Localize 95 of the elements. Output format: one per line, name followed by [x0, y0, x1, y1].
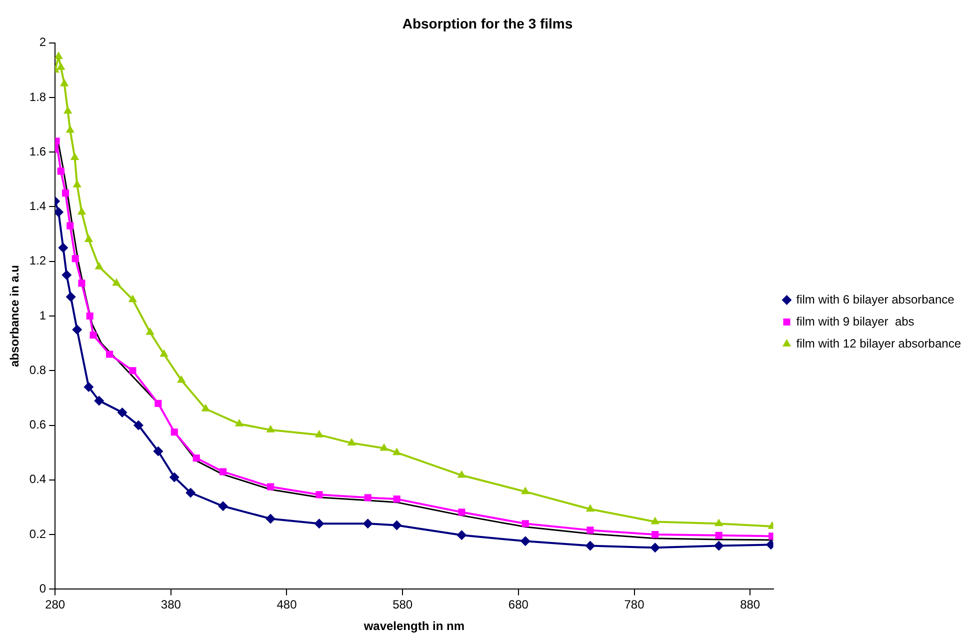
- point: [58, 242, 68, 253]
- point: [186, 488, 196, 498]
- point: [170, 428, 178, 436]
- point: [456, 530, 467, 540]
- point: [78, 280, 86, 287]
- y-tick-label: 0: [39, 582, 46, 596]
- point: [70, 152, 80, 160]
- point: [522, 520, 529, 528]
- point: [66, 292, 76, 302]
- y-tick-label: 0.2: [29, 526, 46, 541]
- point: [714, 518, 724, 526]
- point: [520, 536, 530, 546]
- y-tick-label: 1.6: [29, 144, 46, 158]
- point: [316, 491, 323, 498]
- y-axis-title: absorbance in a.u: [8, 264, 22, 368]
- point: [347, 438, 356, 446]
- point: [650, 542, 660, 553]
- legend-label: film with 9 bilayer abs: [796, 314, 914, 328]
- point: [392, 520, 402, 530]
- point: [266, 483, 274, 490]
- chart-title: Absorption for the 3 films: [402, 15, 573, 32]
- y-tick-label: 1.4: [29, 199, 46, 214]
- point: [66, 125, 74, 133]
- point: [63, 106, 72, 114]
- point: [362, 518, 373, 529]
- point: [314, 518, 324, 529]
- point: [55, 51, 63, 59]
- point: [66, 222, 74, 230]
- point: [393, 496, 400, 503]
- legend-label: film with 12 bilayer absorbance: [796, 336, 962, 350]
- point: [153, 446, 164, 456]
- point: [650, 516, 660, 524]
- point: [220, 468, 227, 476]
- y-tick-label: 1: [39, 308, 46, 322]
- legend-label: film with 6 bilayer absorbance: [796, 292, 955, 306]
- point: [84, 234, 94, 242]
- point: [521, 486, 530, 494]
- point: [266, 424, 275, 432]
- point: [715, 532, 722, 539]
- point: [160, 349, 168, 357]
- point: [364, 494, 372, 502]
- point: [458, 508, 466, 516]
- x-tick-label: 380: [160, 598, 182, 612]
- point: [392, 448, 402, 456]
- point: [218, 501, 228, 512]
- point: [714, 540, 724, 551]
- point: [128, 294, 138, 302]
- point: [84, 382, 94, 392]
- point: [585, 540, 596, 551]
- point: [72, 255, 79, 262]
- point: [72, 324, 82, 335]
- point: [72, 180, 82, 188]
- point: [62, 270, 72, 280]
- point: [60, 78, 69, 86]
- point: [177, 375, 186, 383]
- x-axis-title: wavelength in nm: [362, 619, 465, 634]
- x-tick-label: 680: [508, 598, 529, 612]
- y-tick-label: 0.8: [29, 362, 46, 377]
- point: [62, 190, 70, 197]
- x-tick-label: 780: [624, 598, 645, 612]
- point: [55, 207, 64, 218]
- point: [314, 430, 324, 438]
- point: [169, 472, 180, 482]
- point: [133, 420, 144, 430]
- point: [90, 332, 97, 339]
- x-tick-label: 580: [392, 598, 413, 612]
- point: [266, 514, 276, 524]
- point: [117, 407, 128, 418]
- point: [586, 526, 594, 534]
- point: [129, 367, 136, 374]
- point: [652, 531, 659, 538]
- point: [586, 504, 595, 512]
- x-tick-label: 480: [276, 598, 298, 612]
- point: [234, 418, 244, 426]
- point: [380, 443, 388, 451]
- point: [112, 278, 121, 286]
- point: [94, 396, 104, 406]
- point: [86, 312, 94, 320]
- point: [192, 454, 200, 462]
- point: [457, 470, 466, 478]
- y-tick-label: 0.4: [29, 472, 46, 486]
- y-tick-label: 1.8: [29, 90, 46, 104]
- point: [56, 62, 66, 70]
- point: [154, 400, 162, 407]
- point: [57, 168, 64, 175]
- x-tick-label: 880: [740, 598, 760, 612]
- y-tick-label: 1.2: [29, 254, 46, 268]
- point: [106, 350, 114, 358]
- point: [201, 404, 210, 412]
- point: [146, 327, 154, 335]
- point: [94, 262, 104, 270]
- x-tick-label: 280: [45, 598, 66, 612]
- y-tick-label: 0.6: [29, 418, 46, 432]
- point: [77, 207, 86, 215]
- y-tick-label: 2: [39, 35, 46, 50]
